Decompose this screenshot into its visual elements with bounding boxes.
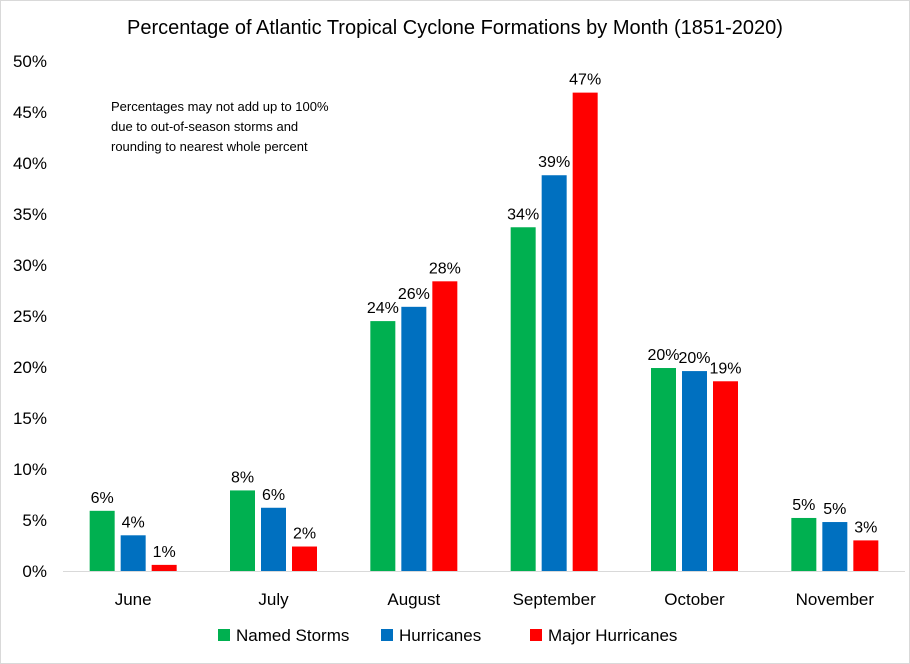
y-tick-label: 40%	[13, 154, 47, 173]
bar-named-storms	[89, 510, 115, 571]
x-tick-label: August	[387, 590, 440, 609]
bars	[89, 92, 879, 572]
legend-swatch-hurricanes	[381, 629, 393, 641]
data-label-major-hurricanes: 19%	[709, 360, 741, 377]
bar-labels: 6%4%1%8%6%2%24%26%28%34%39%47%20%20%19%5…	[91, 72, 878, 561]
legend-swatch-named-storms	[218, 629, 230, 641]
annotation-line: due to out-of-season storms and	[111, 119, 298, 134]
x-tick-label: November	[796, 590, 875, 609]
bar-major-hurricanes	[572, 92, 598, 572]
chart-title: Percentage of Atlantic Tropical Cyclone …	[127, 17, 783, 39]
x-tick-label: July	[258, 590, 289, 609]
bar-named-storms	[370, 321, 396, 571]
data-label-named-storms: 20%	[647, 347, 679, 364]
data-label-named-storms: 8%	[231, 469, 254, 486]
data-label-major-hurricanes: 2%	[293, 526, 316, 543]
y-tick-label: 50%	[13, 52, 47, 71]
bar-named-storms	[651, 368, 676, 571]
legend-swatch-major-hurricanes	[530, 629, 542, 641]
bar-major-hurricanes	[713, 381, 738, 571]
y-tick-label: 15%	[13, 409, 47, 428]
legend: Named Storms Hurricanes Major Hurricanes	[218, 626, 677, 645]
y-axis-ticks: 0% 5% 10% 15% 20% 25% 30% 35% 40% 45% 50%	[13, 52, 47, 581]
y-tick-label: 35%	[13, 205, 47, 224]
y-tick-label: 45%	[13, 103, 47, 122]
annotation-line: rounding to nearest whole percent	[111, 139, 308, 154]
bar-hurricanes	[261, 507, 286, 571]
bar-hurricanes	[120, 535, 146, 571]
data-label-hurricanes: 6%	[262, 487, 285, 504]
data-label-named-storms: 5%	[792, 497, 815, 514]
bar-major-hurricanes	[432, 281, 458, 571]
legend-label-major-hurricanes: Major Hurricanes	[548, 626, 677, 645]
data-label-hurricanes: 5%	[823, 501, 846, 518]
annotation-note: Percentages may not add up to 100% due to…	[111, 99, 329, 154]
x-tick-label: June	[115, 590, 152, 609]
bar-major-hurricanes	[292, 546, 317, 571]
data-label-named-storms: 34%	[507, 206, 539, 223]
data-label-hurricanes: 39%	[538, 154, 570, 171]
annotation-line: Percentages may not add up to 100%	[111, 99, 329, 114]
data-label-hurricanes: 26%	[398, 286, 430, 303]
data-label-named-storms: 24%	[367, 300, 399, 317]
bar-hurricanes	[822, 522, 848, 571]
y-tick-label: 25%	[13, 307, 47, 326]
bar-hurricanes	[541, 175, 567, 572]
bar-named-storms	[230, 490, 255, 571]
legend-label-hurricanes: Hurricanes	[399, 626, 481, 645]
category-labels: June July August September October November	[115, 590, 875, 609]
bar-major-hurricanes	[853, 540, 879, 571]
y-tick-label: 0%	[22, 562, 47, 581]
bar-named-storms	[510, 227, 536, 571]
bar-major-hurricanes	[151, 564, 177, 571]
y-tick-label: 30%	[13, 256, 47, 275]
bar-named-storms	[791, 517, 817, 571]
data-label-named-storms: 6%	[91, 490, 114, 507]
y-tick-label: 10%	[13, 460, 47, 479]
data-label-major-hurricanes: 3%	[854, 519, 877, 536]
data-label-major-hurricanes: 47%	[569, 72, 601, 89]
x-tick-label: September	[513, 590, 596, 609]
data-label-major-hurricanes: 1%	[153, 544, 176, 561]
legend-label-named-storms: Named Storms	[236, 626, 349, 645]
bar-hurricanes	[682, 371, 707, 571]
data-label-hurricanes: 20%	[678, 350, 710, 367]
data-label-hurricanes: 4%	[122, 514, 145, 531]
bar-hurricanes	[401, 306, 427, 571]
data-label-major-hurricanes: 28%	[429, 260, 461, 277]
y-tick-label: 20%	[13, 358, 47, 377]
y-tick-label: 5%	[22, 511, 47, 530]
x-tick-label: October	[664, 590, 725, 609]
